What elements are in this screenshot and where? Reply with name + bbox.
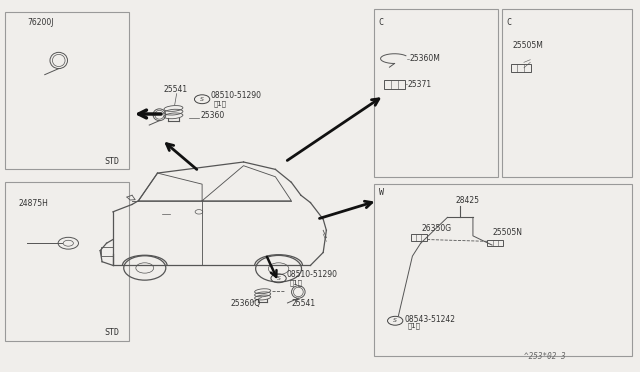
- Text: W: W: [379, 188, 383, 197]
- Bar: [385, 80, 404, 89]
- Bar: [511, 64, 531, 72]
- Text: 25505M: 25505M: [513, 41, 543, 49]
- Bar: [374, 9, 499, 177]
- Text: 26350G: 26350G: [422, 224, 452, 233]
- Bar: [4, 13, 129, 169]
- Text: 08510-51290: 08510-51290: [287, 270, 338, 279]
- Text: 25360M: 25360M: [409, 54, 440, 63]
- Text: C: C: [506, 18, 511, 27]
- Text: S: S: [276, 276, 280, 281]
- Text: ^253*02 3: ^253*02 3: [524, 352, 566, 361]
- Text: 25541: 25541: [164, 85, 188, 94]
- Bar: [502, 9, 632, 177]
- Text: 76200J: 76200J: [27, 18, 53, 28]
- Text: S: S: [200, 97, 204, 102]
- Bar: [487, 240, 504, 247]
- Text: 08510-51290: 08510-51290: [211, 91, 261, 100]
- Text: 25505N: 25505N: [492, 228, 522, 237]
- Text: C: C: [379, 18, 383, 27]
- Text: STD: STD: [104, 157, 119, 166]
- Text: 〈1〉: 〈1〉: [290, 280, 303, 286]
- Text: 〈1〉: 〈1〉: [407, 322, 420, 328]
- Bar: [411, 234, 427, 241]
- Text: 25541: 25541: [291, 299, 316, 308]
- Text: 25360Q: 25360Q: [231, 299, 261, 308]
- Text: 25371: 25371: [408, 80, 432, 89]
- Text: STD: STD: [104, 328, 119, 337]
- Text: 24875H: 24875H: [19, 199, 49, 208]
- Text: 〈1〉: 〈1〉: [214, 100, 227, 107]
- Text: 28425: 28425: [455, 196, 479, 205]
- Text: 25360: 25360: [200, 111, 225, 120]
- Bar: [4, 182, 129, 341]
- Text: 08543-51242: 08543-51242: [404, 315, 455, 324]
- Text: S: S: [393, 318, 397, 323]
- Bar: [374, 184, 632, 356]
- Bar: [101, 247, 113, 256]
